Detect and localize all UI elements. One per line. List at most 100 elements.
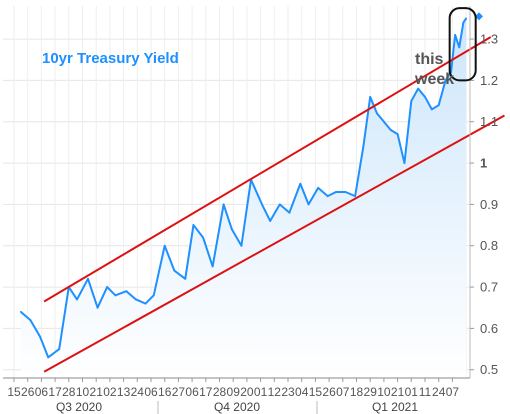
- series-point: [396, 133, 399, 136]
- x-tick-label: 16: [158, 385, 172, 399]
- quarter-labels: Q3 2020 Q4 2020 Q1 2021: [56, 400, 418, 414]
- upper-trend-line: [43, 36, 492, 303]
- x-tick-label: 06: [185, 385, 199, 399]
- x-tick-label: 17: [48, 385, 62, 399]
- series-point: [424, 96, 426, 98]
- x-tick-label: 24: [131, 385, 145, 399]
- series-point: [106, 286, 109, 288]
- this-week-highlight-box: [448, 7, 477, 82]
- y-axis-ticks: 0.5 0.6 0.7 0.8 0.9 1 1.1 1.2 1.3: [470, 12, 498, 377]
- lower-trend-line: [43, 114, 505, 373]
- x-tick-label: 15: [7, 385, 21, 399]
- series-point: [184, 277, 187, 280]
- quarter-label: Q4 2020: [214, 400, 260, 414]
- x-tick-label: 28: [213, 385, 227, 399]
- series-point: [29, 319, 32, 322]
- x-tick-label: 01: [254, 385, 268, 399]
- series-point: [58, 348, 61, 350]
- series-point: [230, 228, 233, 231]
- x-tick-label: 10: [377, 385, 391, 399]
- series-point: [261, 203, 263, 206]
- series-point: [135, 298, 137, 301]
- axes: [3, 6, 471, 379]
- x-tick-label: 20: [240, 385, 254, 399]
- series-point: [335, 191, 337, 193]
- series-point: [458, 46, 461, 49]
- series-point: [462, 21, 465, 24]
- series-point: [383, 120, 385, 123]
- y-tick-label: 0.5: [480, 362, 498, 377]
- series-point: [389, 129, 392, 131]
- x-tick-label: 26: [322, 385, 336, 399]
- x-tick-label: 04: [295, 385, 309, 399]
- series-point: [454, 34, 457, 36]
- highlight-layer: [448, 7, 477, 82]
- x-tick-label: 10: [76, 385, 90, 399]
- series-point: [417, 87, 420, 90]
- y-tick-label: 1.1: [480, 114, 498, 129]
- series-point: [288, 211, 291, 214]
- series-point: [326, 195, 329, 198]
- y-tick-label: 1.2: [480, 73, 498, 88]
- y-tick-label: 0.9: [480, 197, 498, 212]
- x-tick-label: 26: [21, 385, 35, 399]
- annotation-line-1: this: [415, 51, 444, 68]
- x-tick-label: 07: [446, 385, 460, 399]
- x-tick-label: 18: [350, 385, 364, 399]
- x-tick-label: 07: [336, 385, 350, 399]
- y-tick-label: 1.3: [480, 32, 498, 47]
- series-point: [19, 310, 22, 313]
- series-area-fill: [20, 18, 467, 379]
- x-tick-label: 11: [419, 385, 432, 399]
- series-point: [376, 112, 378, 115]
- x-axis-ticks: 15 26 06 17 28 10 21 02 13 24 06 16 27 06 17 28 09 20 01 12…: [7, 378, 459, 399]
- series-point: [96, 306, 99, 309]
- series-point: [444, 79, 447, 82]
- x-tick-label: 02: [103, 385, 117, 399]
- series-point: [299, 182, 302, 185]
- x-tick-label: 27: [172, 385, 186, 399]
- x-tick-label: 29: [364, 385, 378, 399]
- x-tick-label: 06: [144, 385, 158, 399]
- series-point: [173, 269, 176, 272]
- chart-title: 10yr Treasury Yield: [42, 50, 179, 67]
- series-point: [202, 236, 204, 239]
- x-tick-label: 17: [199, 385, 213, 399]
- x-tick-label: 09: [227, 385, 241, 399]
- series-point: [222, 203, 225, 206]
- x-tick-label: 21: [90, 385, 104, 399]
- series-point: [369, 96, 372, 98]
- x-tick-label: 06: [35, 385, 49, 399]
- series-point: [344, 191, 347, 193]
- series-point: [269, 220, 272, 222]
- x-tick-label: 24: [432, 385, 446, 399]
- y-tick-label: 1: [480, 156, 487, 171]
- series-point: [152, 294, 155, 297]
- series-point: [240, 244, 243, 247]
- series-point: [465, 17, 467, 20]
- x-tick-label: 12: [268, 385, 282, 399]
- x-tick-label: 21: [391, 385, 405, 399]
- y-tick-label: 0.8: [480, 238, 498, 253]
- y-tick-label: 0.6: [480, 321, 498, 336]
- x-tick-label: 28: [62, 385, 76, 399]
- series-point: [125, 290, 128, 293]
- series-point: [362, 145, 365, 148]
- series-line: [20, 17, 467, 359]
- series-point: [430, 108, 433, 111]
- quarter-label: Q1 2021: [372, 400, 418, 414]
- series-point: [144, 302, 147, 305]
- series-point: [317, 186, 320, 189]
- series-point: [410, 100, 413, 102]
- x-tick-label: 13: [117, 385, 131, 399]
- quarter-label: Q3 2020: [56, 400, 102, 414]
- series-point: [76, 298, 78, 301]
- annotation-line-2: week: [414, 71, 454, 88]
- x-tick-label: 23: [281, 385, 295, 399]
- trend-lines: [43, 36, 505, 373]
- current-value-marker: [475, 12, 483, 21]
- x-tick-label: 15: [309, 385, 323, 399]
- series-point: [114, 294, 117, 297]
- area-layer: [19, 17, 467, 379]
- series-point: [163, 244, 166, 247]
